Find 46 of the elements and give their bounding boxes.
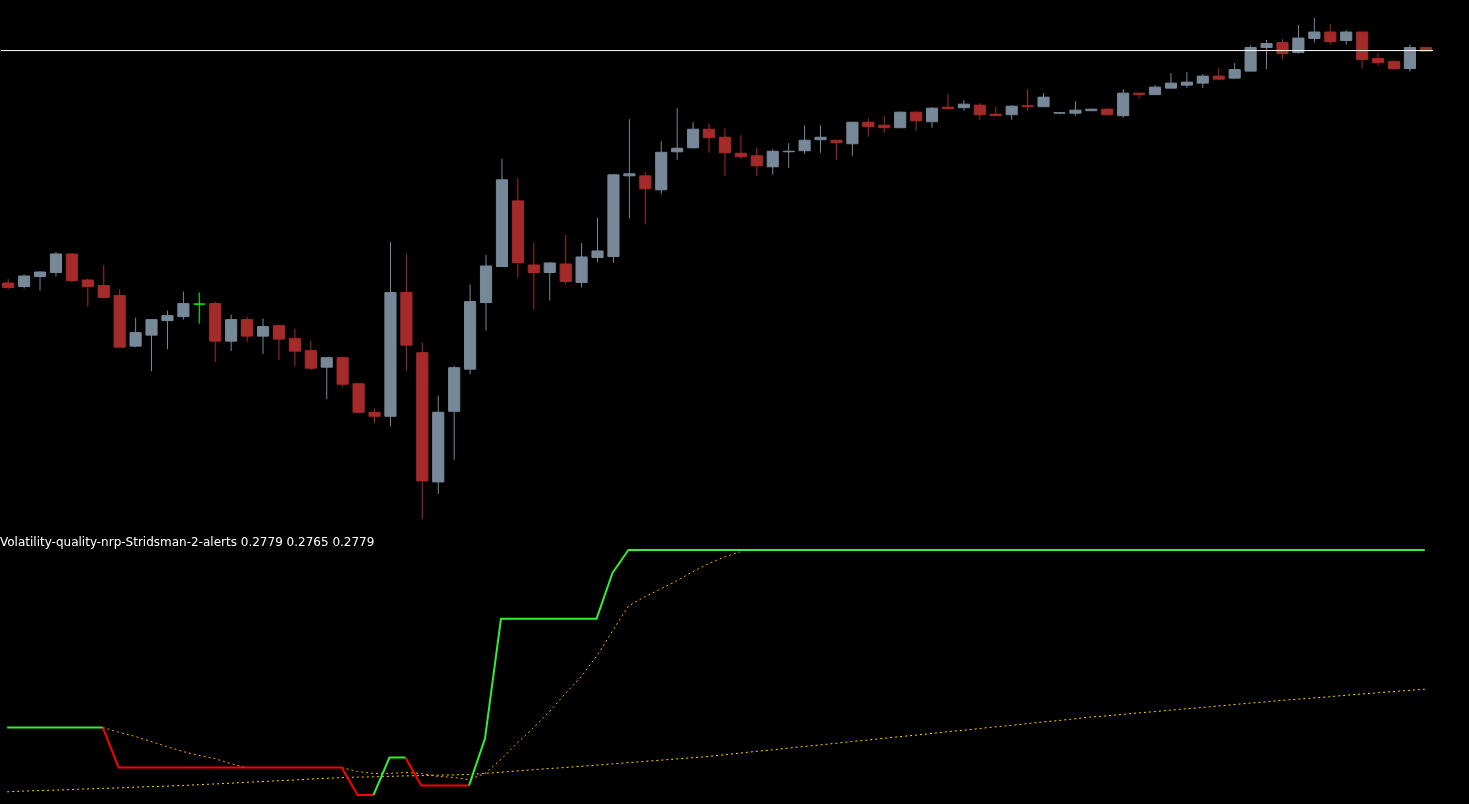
candlestick (272, 324, 286, 361)
candlestick (1260, 39, 1273, 70)
candlestick (33, 270, 47, 292)
candlestick (1117, 88, 1130, 119)
candlestick (241, 316, 254, 343)
candlestick (846, 121, 859, 157)
candlestick (687, 121, 700, 150)
candlestick (718, 127, 732, 177)
candlestick (591, 217, 604, 263)
candlestick (798, 124, 811, 155)
candlestick (193, 292, 206, 325)
candlestick (830, 139, 843, 161)
candlestick (161, 310, 174, 350)
candlestick (177, 291, 190, 321)
candlestick (1324, 23, 1337, 46)
candlestick (623, 118, 636, 219)
candlestick (225, 314, 238, 352)
candlestick (814, 124, 827, 154)
candlestick (1403, 44, 1416, 73)
candlestick (1164, 72, 1178, 89)
chart-title: Volatility-quality-nrp-Stridsman-2-alerts 0.2779 0.2765 0.2779 (0, 535, 375, 549)
candlestick (925, 106, 939, 129)
candlestick (1021, 88, 1034, 112)
candlestick (145, 319, 158, 372)
candlestick (49, 251, 63, 278)
candlestick (1371, 52, 1385, 67)
candlestick (1308, 17, 1321, 44)
candlestick (304, 340, 317, 371)
candlestick (862, 117, 875, 138)
candlestick (256, 318, 270, 355)
candlestick (1180, 71, 1193, 89)
candlestick (1244, 45, 1257, 72)
candlestick (639, 171, 652, 225)
candlestick (702, 122, 716, 154)
candlestick (527, 242, 540, 311)
candlestick (97, 264, 110, 299)
candlestick (129, 317, 142, 348)
candlestick (750, 146, 763, 177)
candlestick (543, 261, 556, 302)
candlestick (766, 148, 779, 176)
candlestick (288, 328, 301, 367)
candlestick (559, 234, 572, 286)
candlestick (320, 357, 333, 400)
candlestick (1292, 24, 1305, 55)
candlestick (81, 278, 94, 308)
candlestick (910, 110, 923, 132)
